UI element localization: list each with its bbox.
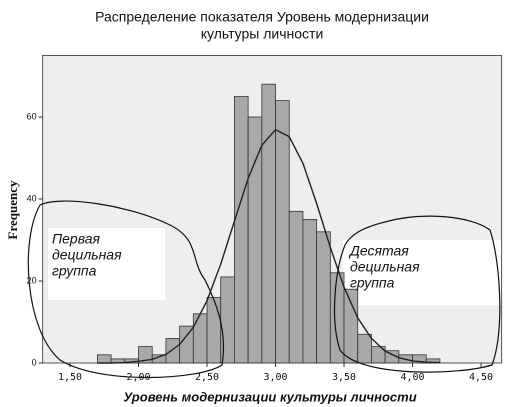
- annotation: Десятая: [348, 243, 409, 259]
- annotation: децильная: [52, 247, 122, 263]
- chart-title: культуры личности: [201, 26, 324, 42]
- x-tick-label: 4,00: [400, 372, 424, 383]
- y-tick-label: 20: [27, 275, 37, 285]
- bar: [220, 276, 235, 364]
- annotation: группа: [52, 263, 97, 279]
- x-tick-label: 1,50: [58, 372, 82, 383]
- bar: [97, 354, 112, 364]
- x-tick-label: 3,50: [332, 372, 356, 383]
- x-tick-label: 4,50: [469, 372, 493, 383]
- bar: [316, 231, 331, 364]
- y-tick-label: 40: [27, 193, 37, 203]
- chart-title: Распределение показателя Уровень модерни…: [95, 9, 429, 25]
- bar: [275, 100, 290, 364]
- bar: [165, 337, 181, 364]
- y-tick-label: 0: [32, 357, 37, 367]
- bar: [302, 219, 318, 364]
- hand-drawn-outline: [333, 215, 501, 373]
- hand-drawn-outline: [27, 200, 225, 379]
- bar: [343, 288, 359, 364]
- annotation-box: [343, 240, 501, 305]
- bar: [329, 272, 345, 364]
- bar: [357, 333, 372, 364]
- annotation-box: [48, 228, 165, 300]
- bar: [206, 296, 222, 364]
- normal-curve: [97, 128, 440, 364]
- annotation: децильная: [350, 259, 420, 275]
- bar: [234, 96, 249, 364]
- bar: [261, 83, 276, 364]
- x-axis-label: Уровень модернизации культуры личности: [123, 389, 416, 404]
- bar: [288, 210, 304, 364]
- x-tick-label: 3,00: [263, 372, 287, 383]
- bar: [179, 325, 194, 364]
- y-tick-label: 60: [27, 111, 37, 121]
- bar: [247, 116, 263, 364]
- y-axis-label: Frequency: [5, 180, 20, 239]
- annotation: группа: [350, 275, 395, 291]
- annotation: Первая: [52, 231, 101, 247]
- x-tick-label: 2,50: [195, 372, 219, 383]
- bar: [192, 313, 208, 364]
